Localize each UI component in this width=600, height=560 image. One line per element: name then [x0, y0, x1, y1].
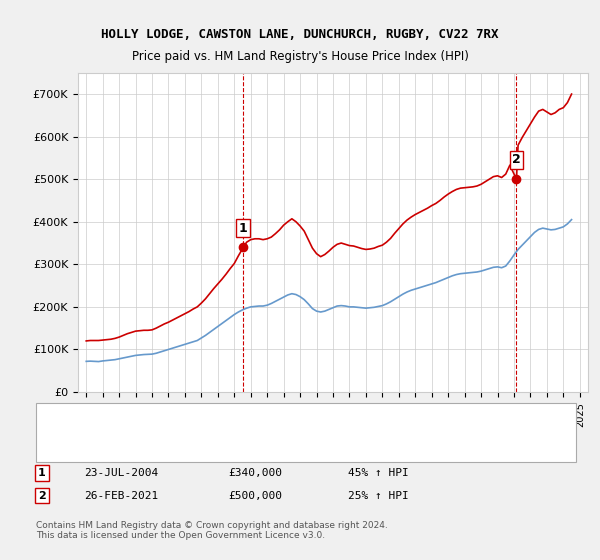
Text: £340,000: £340,000: [228, 468, 282, 478]
Text: Contains HM Land Registry data © Crown copyright and database right 2024.
This d: Contains HM Land Registry data © Crown c…: [36, 521, 388, 540]
Text: HPI: Average price, detached house, Rugby: HPI: Average price, detached house, Rugb…: [81, 435, 307, 445]
Text: 25% ↑ HPI: 25% ↑ HPI: [348, 491, 409, 501]
Text: 23-JUL-2004: 23-JUL-2004: [84, 468, 158, 478]
Text: 1: 1: [38, 468, 46, 478]
Text: 2: 2: [38, 491, 46, 501]
Text: 26-FEB-2021: 26-FEB-2021: [84, 491, 158, 501]
Text: Price paid vs. HM Land Registry's House Price Index (HPI): Price paid vs. HM Land Registry's House …: [131, 50, 469, 63]
Text: HOLLY LODGE, CAWSTON LANE, DUNCHURCH, RUGBY, CV22 7RX: HOLLY LODGE, CAWSTON LANE, DUNCHURCH, RU…: [101, 28, 499, 41]
Text: 1: 1: [239, 222, 248, 235]
Text: 2: 2: [512, 153, 521, 166]
Text: HOLLY LODGE, CAWSTON LANE, DUNCHURCH, RUGBY, CV22 7RX (detached house): HOLLY LODGE, CAWSTON LANE, DUNCHURCH, RU…: [81, 412, 513, 422]
Text: £500,000: £500,000: [228, 491, 282, 501]
Text: 45% ↑ HPI: 45% ↑ HPI: [348, 468, 409, 478]
